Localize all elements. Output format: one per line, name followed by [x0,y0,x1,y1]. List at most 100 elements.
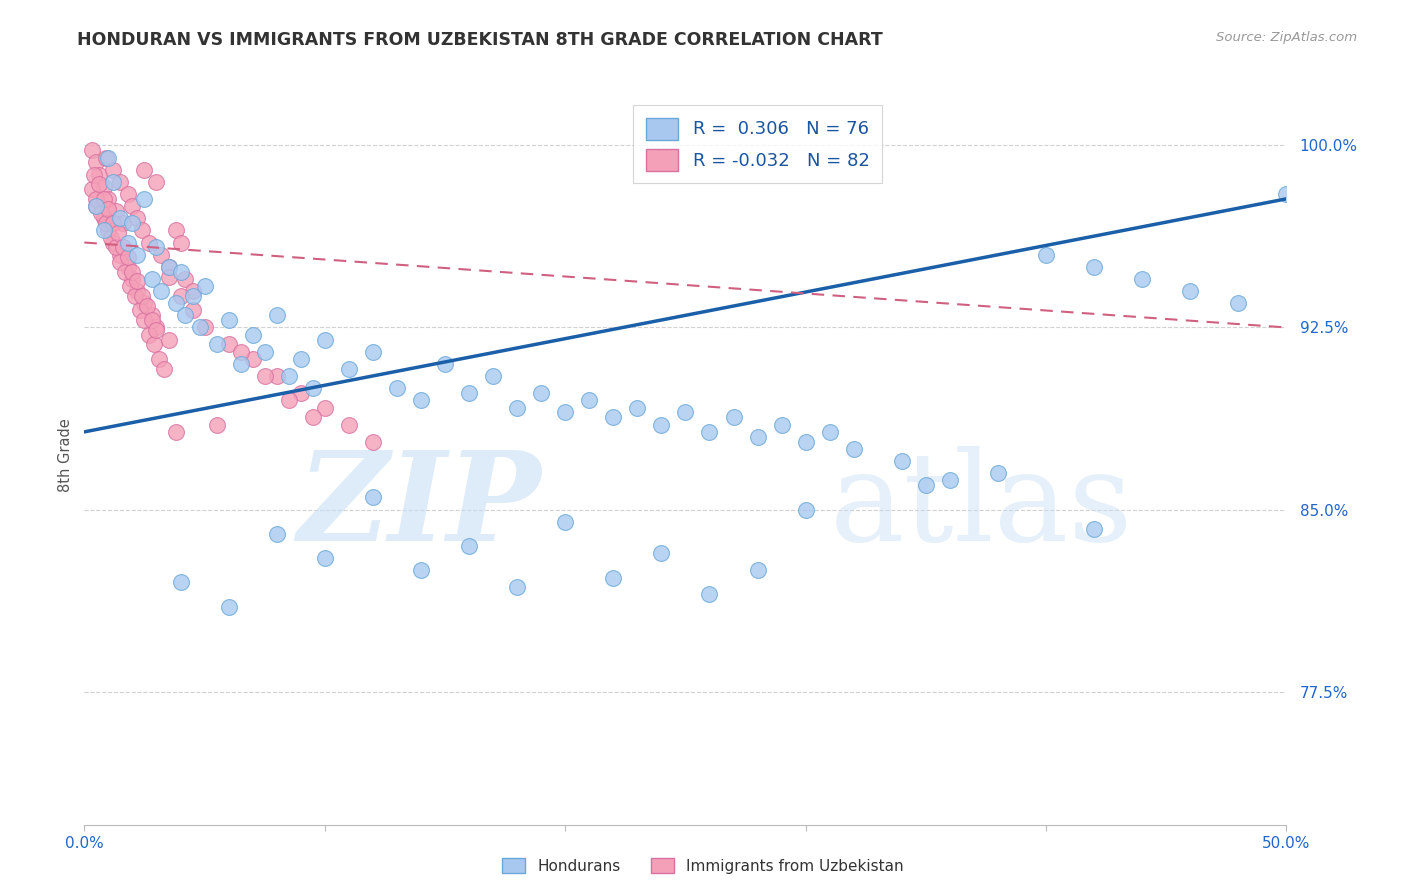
Point [174,272,197,286]
Point [506,580,529,594]
Point [138,235,160,250]
Point [181,289,204,303]
Point [150,247,173,261]
Point [97,202,120,216]
Point [458,539,481,553]
Point [117,250,139,264]
Point [458,386,481,401]
Point [385,381,408,395]
Point [242,327,264,342]
Point [1275,186,1298,201]
Point [266,309,288,323]
Point [148,352,170,367]
Point [602,410,624,425]
Point [86,192,108,206]
Point [117,235,139,250]
Point [675,405,697,419]
Point [530,386,553,401]
Point [121,199,143,213]
Point [699,587,721,601]
Point [337,361,360,376]
Point [169,235,191,250]
Point [114,265,136,279]
Point [104,204,127,219]
Point [1035,247,1057,261]
Point [145,320,167,334]
Point [93,211,115,226]
Point [138,327,160,342]
Point [165,223,187,237]
Point [409,563,432,577]
Text: atlas: atlas [830,446,1133,567]
Y-axis label: 8th Grade: 8th Grade [58,418,73,491]
Point [131,289,153,303]
Point [111,216,134,230]
Point [143,337,166,351]
Point [150,284,173,298]
Point [361,434,384,449]
Point [127,274,149,288]
Point [218,337,240,351]
Point [987,466,1010,480]
Text: HONDURAN VS IMMIGRANTS FROM UZBEKISTAN 8TH GRADE CORRELATION CHART: HONDURAN VS IMMIGRANTS FROM UZBEKISTAN 8… [77,31,883,49]
Point [277,369,299,384]
Point [134,313,156,327]
Point [650,546,672,560]
Point [127,247,149,261]
Point [1083,260,1105,274]
Point [626,401,648,415]
Point [121,265,143,279]
Point [145,323,167,337]
Point [602,570,624,584]
Point [842,442,865,456]
Point [266,526,288,541]
Point [290,386,312,401]
Point [770,417,793,432]
Point [174,309,197,323]
Point [290,352,312,367]
Point [361,491,384,505]
Point [165,296,187,310]
Point [194,320,217,334]
Point [110,247,132,261]
Point [747,430,769,444]
Point [134,162,156,177]
Point [110,175,132,189]
Point [1130,272,1153,286]
Point [103,162,125,177]
Point [939,474,962,488]
Point [314,551,336,566]
Point [97,192,120,206]
Point [188,320,211,334]
Legend: Hondurans, Immigrants from Uzbekistan: Hondurans, Immigrants from Uzbekistan [496,852,910,880]
Point [205,417,228,432]
Point [194,279,217,293]
Point [165,425,187,439]
Point [118,279,141,293]
Point [915,478,938,492]
Point [141,272,163,286]
Point [121,272,143,286]
Point [83,168,105,182]
Point [117,186,139,201]
Point [86,199,108,213]
Point [337,417,360,432]
Point [482,369,505,384]
Point [80,182,103,196]
Point [890,454,912,468]
Point [314,401,336,415]
Text: ZIP: ZIP [298,446,541,567]
Point [361,344,384,359]
Point [134,192,156,206]
Point [229,344,252,359]
Point [554,405,576,419]
Point [97,223,120,237]
Point [229,357,252,371]
Point [218,313,240,327]
Point [87,168,110,182]
Point [818,425,841,439]
Point [127,211,149,226]
Point [650,417,672,432]
Point [1227,296,1250,310]
Point [747,563,769,577]
